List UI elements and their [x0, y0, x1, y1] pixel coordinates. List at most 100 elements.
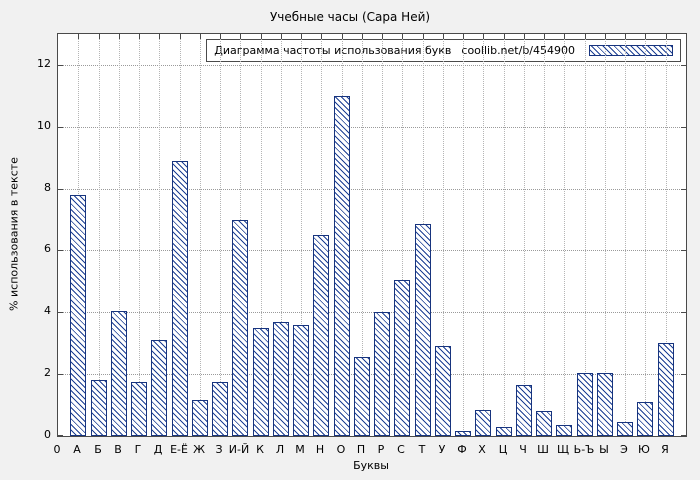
y-gridline: [58, 250, 686, 252]
y-tick-label: 4: [44, 304, 51, 318]
bar: [293, 325, 309, 436]
x-gridline: [584, 34, 586, 436]
x-tick-label: Ю: [638, 443, 650, 456]
x-tick-label: Х: [478, 443, 486, 456]
x-tick-label: Е-Ё: [170, 443, 188, 456]
bar: [658, 343, 674, 436]
x-tick-mark: [463, 34, 465, 39]
x-tick-mark: [240, 34, 242, 39]
x-gridline: [361, 34, 363, 436]
x-gridline: [382, 34, 384, 436]
x-tick-label: Ы: [599, 443, 609, 456]
y-tick-mark: [58, 188, 63, 190]
x-tick-label: О: [336, 443, 346, 456]
bar: [70, 195, 86, 436]
x-gridline: [301, 34, 303, 436]
bar: [151, 340, 167, 436]
x-tick-label: В: [114, 443, 122, 456]
y-tick-label: 10: [37, 118, 51, 132]
x-tick-mark: [402, 34, 404, 39]
bar: [455, 431, 471, 436]
x-gridline: [98, 34, 100, 436]
x-tick-mark: [220, 34, 222, 39]
bar: [374, 312, 390, 436]
bar: [637, 402, 653, 436]
bar: [475, 410, 491, 436]
x-tick-label: Ж: [193, 443, 205, 456]
y-tick-mark: [58, 312, 63, 314]
x-gridline: [645, 34, 647, 436]
y-axis-label: % использования в тексте: [7, 157, 21, 311]
x-tick-mark: [422, 34, 424, 39]
bar: [394, 280, 410, 436]
x-tick-mark: [301, 34, 303, 39]
bar: [496, 427, 512, 436]
x-gridline: [564, 34, 566, 436]
x-gridline: [159, 34, 161, 436]
bar: [556, 425, 572, 436]
y-tick-mark: [681, 435, 686, 436]
x-tick-label: Я: [661, 443, 669, 456]
bar: [516, 385, 532, 436]
x-tick-label: С: [397, 443, 405, 456]
x-tick-label: А: [73, 443, 81, 456]
bar: [131, 382, 147, 436]
y-tick-mark: [58, 250, 63, 252]
bar: [415, 224, 431, 436]
x-tick-mark: [98, 34, 100, 39]
bar: [111, 311, 127, 436]
x-gridline: [199, 34, 201, 436]
x-tick-label: К: [256, 443, 264, 456]
x-tick-label: Д: [153, 443, 163, 456]
y-gridline: [58, 64, 686, 66]
x-tick-mark: [159, 34, 161, 39]
y-tick-label: 2: [44, 366, 51, 380]
chart-title: Учебные часы (Сара Ней): [269, 10, 431, 24]
y-tick-mark: [681, 64, 686, 66]
bar: [334, 96, 350, 436]
bar: [232, 220, 248, 436]
x-tick-label: М: [295, 443, 305, 456]
x-gridline: [118, 34, 120, 436]
x-tick-mark: [118, 34, 120, 39]
x-gridline: [544, 34, 546, 436]
x-tick-mark: [382, 34, 384, 39]
x-tick-label: З: [215, 443, 223, 456]
x-tick-label: Ь-Ъ: [573, 443, 595, 456]
x-tick-mark: [584, 34, 586, 39]
bar: [577, 373, 593, 436]
x-tick-mark: [503, 34, 505, 39]
x-tick-mark: [280, 34, 282, 39]
x-tick-label: Л: [275, 443, 285, 456]
legend-source-link: coollib.net/b/454900: [461, 44, 575, 57]
x-gridline: [503, 34, 505, 436]
legend-label: Диаграмма частоты использования букв: [214, 44, 452, 57]
x-tick-label: И-Й: [228, 443, 250, 456]
x-tick-mark: [260, 34, 262, 39]
y-tick-mark: [681, 374, 686, 376]
x-origin-label: 0: [53, 443, 61, 456]
x-tick-mark: [564, 34, 566, 39]
x-tick-mark: [199, 34, 201, 39]
bar: [617, 422, 633, 436]
x-tick-mark: [645, 34, 647, 39]
y-tick-label: 0: [44, 428, 51, 441]
x-gridline: [260, 34, 262, 436]
y-tick-label: 12: [37, 56, 51, 70]
x-tick-mark: [544, 34, 546, 39]
y-gridline: [58, 312, 686, 314]
x-tick-mark: [442, 34, 444, 39]
x-tick-label: Ц: [498, 443, 508, 456]
y-tick-label: 6: [44, 242, 51, 256]
bar: [354, 357, 370, 436]
plot-area: Диаграмма частоты использования букв coo…: [57, 33, 687, 437]
x-tick-label: Р: [377, 443, 385, 456]
x-tick-label: Э: [620, 443, 628, 456]
bar: [435, 346, 451, 436]
x-tick-label: У: [438, 443, 446, 456]
y-tick-mark: [58, 126, 63, 128]
y-tick-label: 8: [44, 180, 51, 194]
bar: [212, 382, 228, 436]
x-gridline: [523, 34, 525, 436]
y-gridline: [58, 188, 686, 190]
